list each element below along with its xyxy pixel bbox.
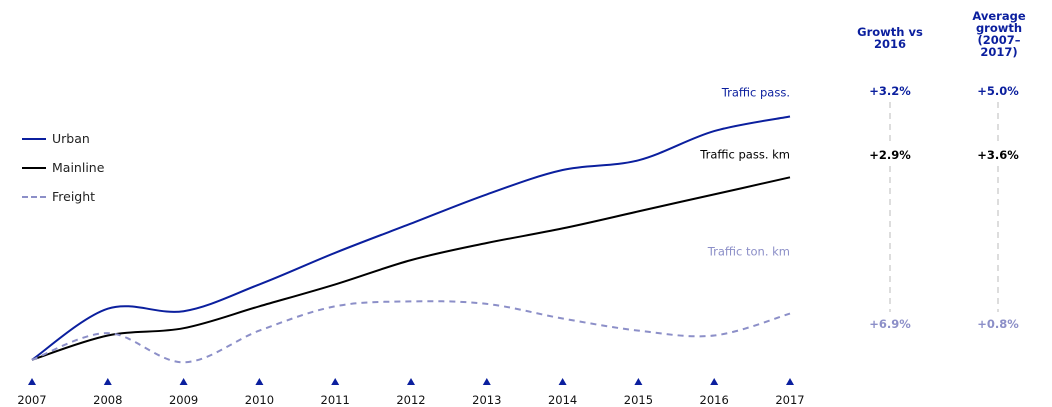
x-tick-label-2007: 2007 xyxy=(17,393,46,407)
table-header-average-growth-text: Average growth (2007– 2017) xyxy=(972,9,1026,59)
legend-label-freight: Freight xyxy=(52,189,96,204)
table-value-urban-average: +5.0% xyxy=(977,84,1019,98)
x-axis: 2007 2008 2009 2010 2011 2012 2013 2014 2015 2016… xyxy=(17,378,805,407)
table-header-average-growth: Average growth (2007– 2017) xyxy=(942,10,1052,58)
x-tick-marker-2016 xyxy=(710,378,719,385)
x-tick-marker-2010 xyxy=(255,378,264,385)
x-tick-label-2011: 2011 xyxy=(321,393,350,407)
series-line-freight xyxy=(31,300,791,364)
table-value-freight-average: +0.8% xyxy=(977,317,1019,331)
legend: Urban Mainline Freight xyxy=(22,124,104,211)
x-tick-label-2013: 2013 xyxy=(472,393,501,407)
series-line-mainline xyxy=(31,176,791,361)
series-lines xyxy=(31,115,791,364)
x-tick-marker-2007 xyxy=(28,378,36,385)
series-label-freight: Traffic ton. km xyxy=(707,245,790,259)
table-value-mainline-average: +3.6% xyxy=(977,148,1019,162)
table-value-mainline-growth: +2.9% xyxy=(869,148,911,162)
legend-label-urban: Urban xyxy=(52,131,90,146)
x-tick-label-2015: 2015 xyxy=(624,393,653,407)
table-connectors xyxy=(889,102,999,312)
x-tick-marker-2012 xyxy=(407,378,415,385)
x-tick-marker-2015 xyxy=(634,378,643,385)
legend-item-freight: Freight xyxy=(22,182,104,211)
x-tick-label-2017: 2017 xyxy=(775,393,804,407)
series-labels: Traffic pass. Traffic pass. km Traffic ton… xyxy=(699,86,790,259)
table-value-freight-growth: +6.9% xyxy=(869,317,911,331)
legend-swatch-mainline xyxy=(22,166,46,169)
series-label-mainline: Traffic pass. km xyxy=(699,147,790,161)
legend-item-mainline: Mainline xyxy=(22,153,104,182)
x-tick-marker-2011 xyxy=(331,378,340,385)
x-tick-label-2009: 2009 xyxy=(169,393,198,407)
legend-label-mainline: Mainline xyxy=(52,160,105,175)
legend-swatch-freight xyxy=(22,195,46,198)
x-tick-label-2016: 2016 xyxy=(700,393,729,407)
table-value-urban-growth: +3.2% xyxy=(869,84,911,98)
x-tick-marker-2017 xyxy=(786,378,794,385)
x-tick-label-2014: 2014 xyxy=(548,393,577,407)
x-tick-marker-2009 xyxy=(179,378,188,385)
x-tick-label-2008: 2008 xyxy=(93,393,122,407)
series-line-urban xyxy=(31,115,791,361)
x-tick-marker-2014 xyxy=(558,378,567,385)
x-tick-marker-2013 xyxy=(482,378,491,385)
x-tick-label-2012: 2012 xyxy=(396,393,425,407)
x-tick-label-2010: 2010 xyxy=(245,393,274,407)
legend-item-urban: Urban xyxy=(22,124,104,153)
series-label-urban: Traffic pass. xyxy=(721,86,790,100)
table-header-growth: Growth vs 2016 xyxy=(857,25,923,51)
legend-swatch-urban xyxy=(22,137,46,140)
x-tick-marker-2008 xyxy=(103,378,112,385)
